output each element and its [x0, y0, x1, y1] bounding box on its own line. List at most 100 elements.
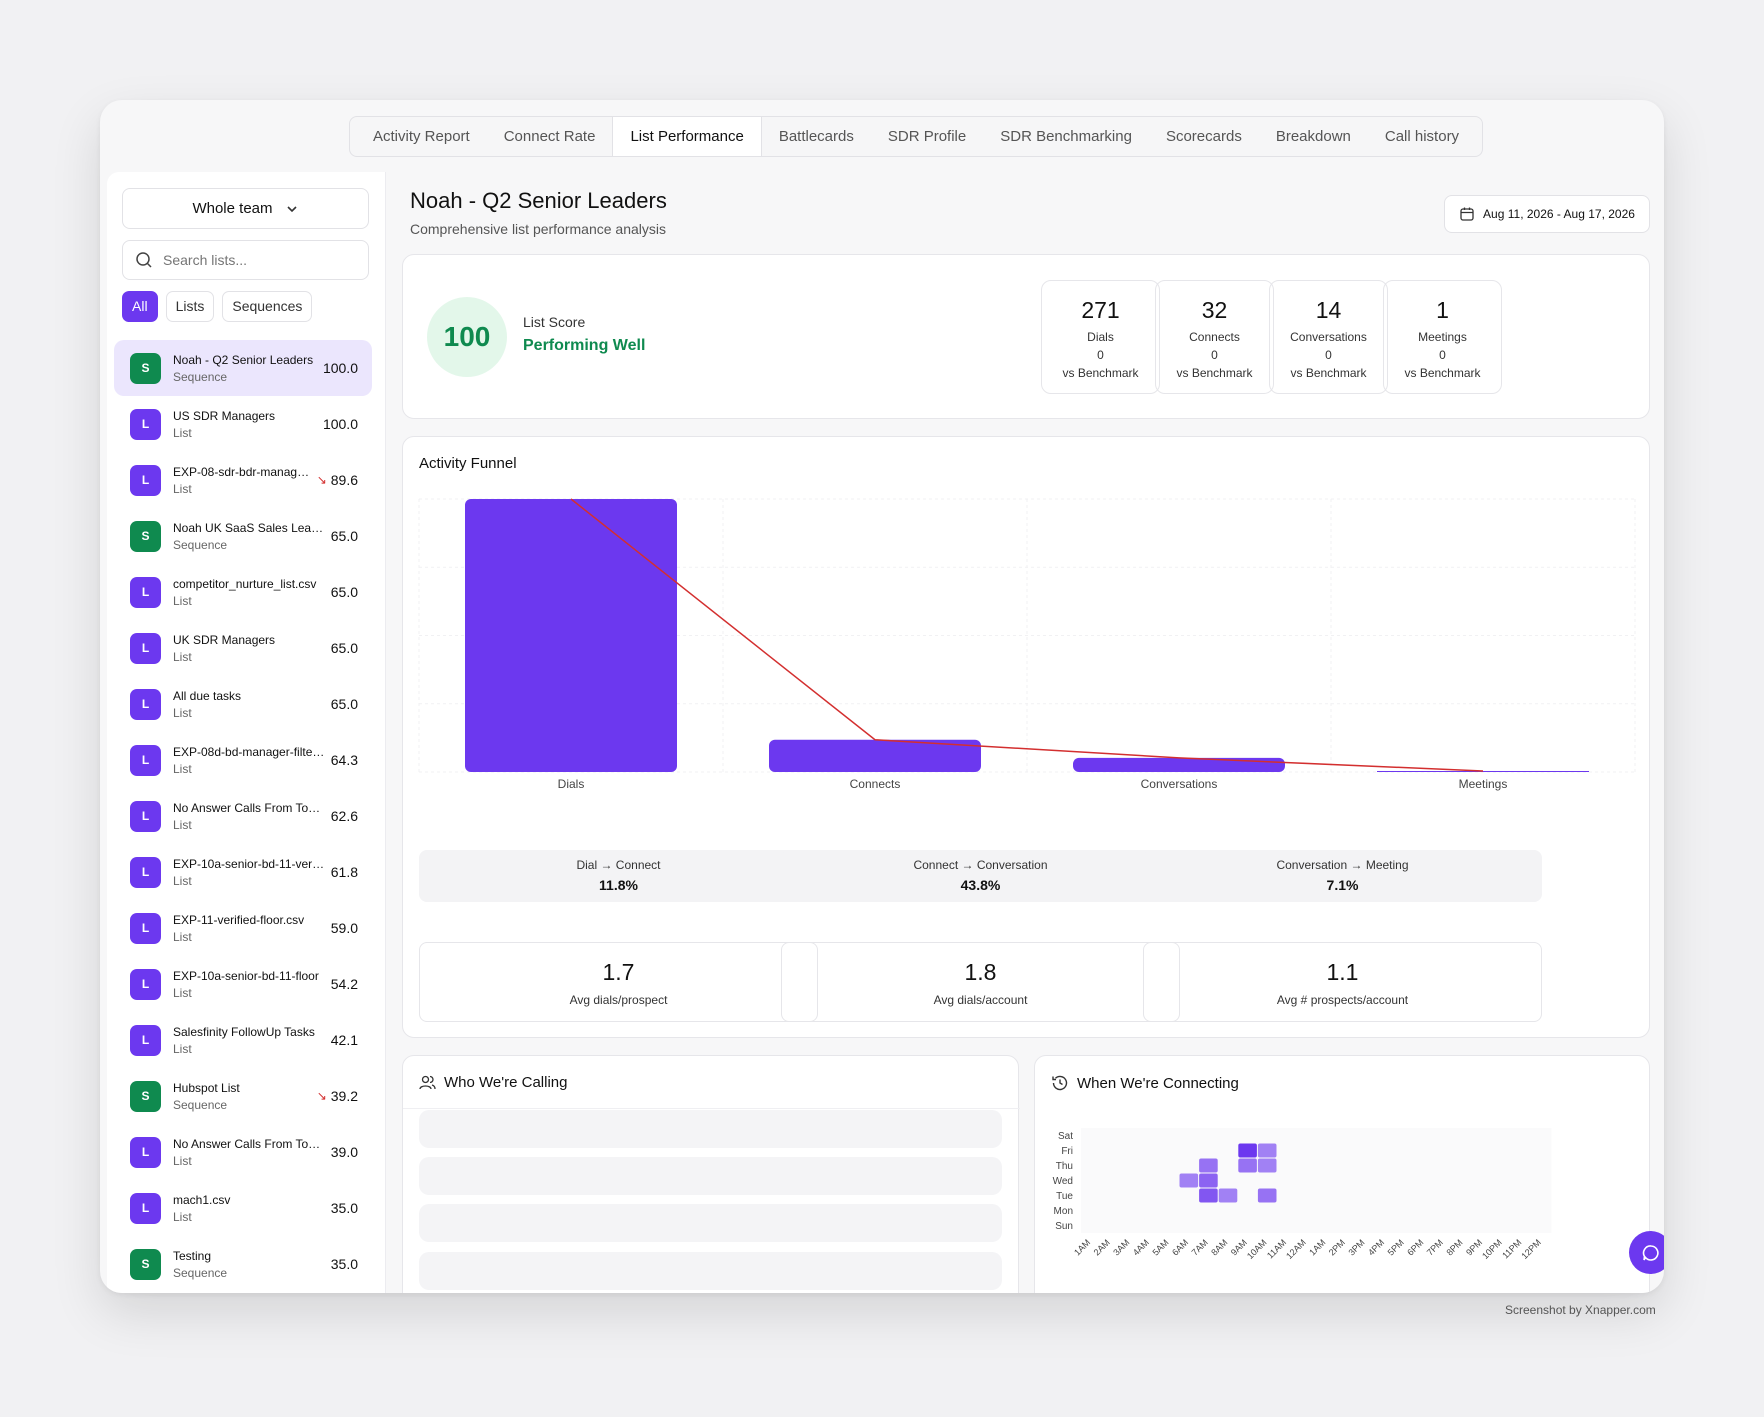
list-item-text: All due tasks List [173, 689, 325, 720]
heatmap-col-label: 4AM [1131, 1237, 1151, 1257]
list-item-score: 65.0 [330, 528, 358, 544]
heatmap-cell[interactable] [1238, 1143, 1257, 1158]
metric-delta: 0 [1439, 348, 1446, 362]
tab-connect-rate[interactable]: Connect Rate [503, 128, 596, 145]
heatmap-cell[interactable] [1218, 1188, 1238, 1203]
average-value: 1.8 [964, 959, 997, 985]
heatmap-row-label: Thu [1056, 1161, 1073, 1172]
funnel-title: Activity Funnel [419, 455, 517, 472]
skeleton-row [419, 1252, 1002, 1290]
list-item-score-wrap: 65.0 [331, 528, 358, 544]
conversion-rate-box: Conversation → Meeting 7.1% [1143, 850, 1542, 902]
list-item[interactable]: L EXP-08d-bd-manager-filtered List 64.3 [114, 732, 372, 788]
team-select[interactable]: Whole team [122, 188, 369, 229]
list-type-badge: L [130, 800, 161, 832]
tab-sdr-profile[interactable]: SDR Profile [887, 128, 967, 145]
heatmap-row-label: Tue [1056, 1191, 1073, 1202]
filter-all[interactable]: All [122, 291, 158, 322]
list-item[interactable]: L UK SDR Managers List 65.0 [114, 620, 372, 676]
list-item-score-wrap: ↘ 89.6 [317, 472, 358, 488]
heatmap-cell[interactable] [1257, 1188, 1277, 1203]
heatmap-col-label: 2AM [1092, 1237, 1112, 1257]
tab-list-performance[interactable]: List Performance [612, 117, 762, 156]
list-item-text: EXP-08d-bd-manager-filtered List [173, 745, 325, 776]
list-item[interactable]: S Testing Sequence 35.0 [114, 1236, 372, 1292]
tab-sdr-benchmarking[interactable]: SDR Benchmarking [1000, 128, 1132, 145]
list-item-text: EXP-11-verified-floor.csv List [173, 913, 325, 944]
team-select-label: Whole team [192, 200, 273, 217]
list-item[interactable]: L Salesfinity FollowUp Tasks List 42.1 [114, 1012, 372, 1068]
conversion-label: Conversation → Meeting [1276, 858, 1409, 872]
calendar-icon [1460, 207, 1474, 221]
conversion-rate-box: Dial → Connect 11.8% [419, 850, 818, 902]
conversion-label: Connect → Conversation [913, 858, 1048, 872]
list-item[interactable]: L No Answer Calls From Today List 39.0 [114, 1124, 372, 1180]
list-item[interactable]: S Noah - Q2 Senior Leaders Sequence 100.0 [114, 340, 372, 396]
list-item-score-wrap: 65.0 [331, 584, 358, 600]
heatmap-cell[interactable] [1199, 1188, 1218, 1203]
list-item[interactable]: L No Answer Calls From Today List 62.6 [114, 788, 372, 844]
list-item[interactable]: L All due tasks List 65.0 [114, 676, 372, 732]
list-item-score-wrap: 65.0 [331, 640, 358, 656]
list-item-score-wrap: 100.0 [323, 360, 358, 376]
tab-scorecards[interactable]: Scorecards [1165, 128, 1242, 145]
list-item[interactable]: L EXP-08-sdr-bdr-managers List ↘ 89.6 [114, 452, 372, 508]
list-item[interactable]: S Hubspot List Sequence ↘ 39.2 [114, 1068, 372, 1124]
funnel-bar-meetings [1377, 770, 1589, 772]
metric-label: Connects [1189, 330, 1240, 344]
metric-meetings: 1 Meetings 0 vs Benchmark [1383, 280, 1502, 394]
tab-battlecards[interactable]: Battlecards [778, 128, 854, 145]
list-item-type: List [173, 1041, 192, 1056]
metric-value: 14 [1315, 297, 1342, 323]
tab-breakdown[interactable]: Breakdown [1275, 128, 1351, 145]
heatmap-cell[interactable] [1179, 1173, 1199, 1188]
list-item[interactable]: S Noah UK SaaS Sales Leaders Sequence 65.0 [114, 508, 372, 564]
list-item-text: mach1.csv List [173, 1193, 325, 1224]
who-title: Who We're Calling [444, 1074, 568, 1091]
list-item-score: 61.8 [330, 864, 358, 880]
when-title: When We're Connecting [1077, 1074, 1239, 1092]
list-item-score: 39.2 [330, 1088, 358, 1104]
heatmap-col-label: 1AM [1307, 1237, 1327, 1257]
search-box[interactable] [122, 240, 369, 280]
conversion-label: Dial → Connect [576, 858, 661, 872]
list-item-score-wrap: ↘ 39.2 [317, 1088, 358, 1104]
users-icon [419, 1075, 436, 1090]
list-item-name: Hubspot List [173, 1080, 240, 1095]
list-item-text: Noah UK SaaS Sales Leaders Sequence [173, 521, 325, 552]
heatmap-cell[interactable] [1199, 1158, 1218, 1173]
list-item-type: List [173, 481, 192, 496]
list-item[interactable]: L EXP-10a-senior-bd-11-floor List 54.2 [114, 956, 372, 1012]
list-item-name: mach1.csv [173, 1192, 231, 1207]
list-item[interactable]: L EXP-10a-senior-bd-11-verified List 61.8 [114, 844, 372, 900]
filter-lists[interactable]: Lists [165, 291, 215, 322]
search-input[interactable] [163, 252, 343, 268]
heatmap-cell[interactable] [1257, 1143, 1277, 1158]
tab-activity-report[interactable]: Activity Report [373, 128, 470, 145]
average-stat-box: 1.8 Avg dials/account [781, 942, 1180, 1022]
tab-call-history[interactable]: Call history [1384, 128, 1460, 145]
average-value: 1.1 [1326, 959, 1359, 985]
list-item-type: Sequence [173, 537, 228, 552]
list-item[interactable]: L EXP-11-verified-floor.csv List 59.0 [114, 900, 372, 956]
list-item-score-wrap: 59.0 [331, 920, 358, 936]
heatmap-row-label: Wed [1053, 1176, 1073, 1187]
date-range-button[interactable]: Aug 11, 2026 - Aug 17, 2026 [1444, 195, 1650, 233]
heatmap-cell[interactable] [1238, 1158, 1257, 1173]
list-item-score-wrap: 100.0 [323, 416, 358, 432]
heatmap-col-label: 10AM [1245, 1237, 1269, 1261]
list-item-score: 64.3 [330, 752, 358, 768]
funnel-chart: Dials Connects Conversations Meetings [418, 498, 1636, 791]
heatmap-cell[interactable] [1199, 1173, 1218, 1188]
list-item-name: Salesfinity FollowUp Tasks [173, 1024, 315, 1039]
list-item[interactable]: L US SDR Managers List 100.0 [114, 396, 372, 452]
activity-funnel-card: Activity Funnel Dials Connects Conversatio… [402, 436, 1650, 1038]
support-chat-button[interactable] [1629, 1231, 1664, 1274]
date-range-label: Aug 11, 2026 - Aug 17, 2026 [1483, 207, 1635, 221]
heatmap-cell[interactable] [1257, 1158, 1277, 1173]
filter-sequences[interactable]: Sequences [222, 291, 313, 322]
list-item-score: 100.0 [322, 360, 358, 376]
list-type-badge: L [130, 856, 161, 888]
